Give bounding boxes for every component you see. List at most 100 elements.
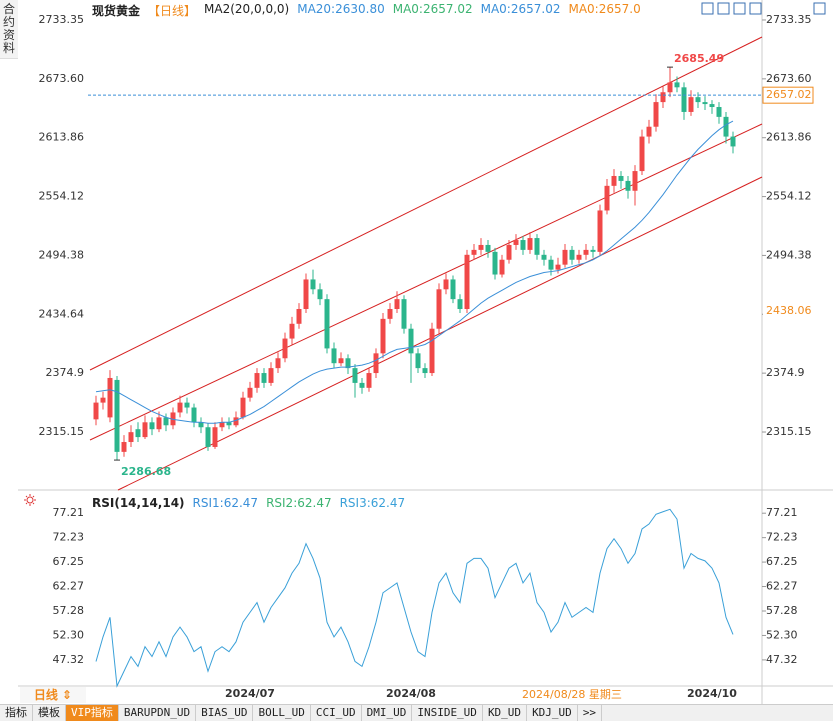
tab[interactable]: 模板 xyxy=(33,705,66,721)
tab[interactable]: BOLL_UD xyxy=(253,705,311,721)
candle-body xyxy=(590,249,596,252)
tab[interactable]: KD_UD xyxy=(483,705,528,721)
tab[interactable]: DMI_UD xyxy=(362,705,413,721)
y-tick-label: 2315.15 xyxy=(766,425,812,438)
y-tick-label: 2613.86 xyxy=(766,131,812,144)
y-tick-label: 47.32 xyxy=(766,653,798,666)
y-tick-label: 57.28 xyxy=(766,604,798,617)
y-tick-label: 62.27 xyxy=(766,580,798,593)
candle-body xyxy=(457,299,463,310)
chart: 2315.152315.152374.92374.92434.642434.64… xyxy=(18,0,833,704)
candle-body xyxy=(541,254,547,260)
candle-body xyxy=(555,264,561,270)
tab[interactable]: BARUPDN_UD xyxy=(119,705,197,721)
y-tick-label-left: 2315.15 xyxy=(39,425,85,438)
candle-body xyxy=(366,373,372,388)
candle-body xyxy=(156,417,162,430)
candle-body xyxy=(688,97,694,112)
candle-body xyxy=(604,185,610,211)
candle-body xyxy=(569,249,575,260)
candle-body xyxy=(436,289,442,329)
candle-body xyxy=(562,249,568,265)
candle-body xyxy=(261,373,267,383)
candle-body xyxy=(135,429,141,438)
candle-body xyxy=(709,104,715,108)
period-selector[interactable]: 日线 ⇕ xyxy=(20,687,86,703)
toolbar-icons[interactable] xyxy=(701,2,826,15)
candle-body xyxy=(184,402,190,408)
indicator-label: MA0:2657.02 xyxy=(392,2,473,16)
candle-body xyxy=(212,427,218,447)
candle-body xyxy=(275,358,281,369)
candle-body xyxy=(310,279,316,290)
tab[interactable]: BIAS_UD xyxy=(196,705,254,721)
main-header: 现货黄金 【日线】 MA2(20,0,0,0) MA20:2630.80 MA0:265… xyxy=(92,2,641,19)
candle-body xyxy=(352,368,358,383)
channel-line xyxy=(89,123,763,441)
candle-body xyxy=(324,299,330,349)
candle-body xyxy=(331,348,337,364)
candle-body xyxy=(282,338,288,359)
candle-body xyxy=(205,427,211,447)
indicator-label: MA2(20,0,0,0) xyxy=(204,2,290,16)
candle-body xyxy=(506,244,512,260)
rsi-icon xyxy=(24,494,36,506)
tab[interactable]: INSIDE_UD xyxy=(412,705,483,721)
candle-body xyxy=(394,299,400,310)
y-tick-label: 2494.38 xyxy=(766,248,812,261)
rsi-line xyxy=(95,508,734,688)
candle-body xyxy=(534,238,540,255)
low-label: 2286.68 xyxy=(121,465,171,478)
candle-body xyxy=(646,126,652,137)
high-label: 2685.49 xyxy=(674,52,724,65)
indicator-label: MA0:2657.0 xyxy=(568,2,641,16)
chart-title: 现货黄金 xyxy=(92,4,141,18)
candle-body xyxy=(114,379,120,452)
price-marker-label: 2657.02 xyxy=(766,88,812,101)
candle-body xyxy=(443,279,449,290)
candle-body xyxy=(471,249,477,255)
sidebar-tab[interactable]: 合约资料 xyxy=(0,0,18,59)
y-tick-label: 77.21 xyxy=(766,506,798,519)
y-tick-label: 2733.35 xyxy=(766,13,812,26)
candle-body xyxy=(513,240,519,245)
candle-body xyxy=(401,299,407,329)
candle-body xyxy=(492,251,498,275)
candle-body xyxy=(296,309,302,324)
candle-body xyxy=(583,249,589,255)
candle-body xyxy=(639,136,645,172)
candle-body xyxy=(149,422,155,430)
y-tick-label: 72.23 xyxy=(766,531,798,544)
y-tick-label-left: 47.32 xyxy=(53,653,85,666)
candle-body xyxy=(520,240,526,250)
candle-body xyxy=(527,238,533,250)
y-tick-label: 67.25 xyxy=(766,555,798,568)
candle-body xyxy=(576,254,582,260)
candle-body xyxy=(107,377,113,418)
price-bg xyxy=(763,303,813,318)
candle-body xyxy=(478,244,484,250)
tab[interactable]: >> xyxy=(578,705,603,721)
indicator-label: RSI3:62.47 xyxy=(339,496,406,510)
candle-body xyxy=(142,422,148,438)
period-label: 【日线】 xyxy=(148,4,197,18)
y-tick-label-left: 72.23 xyxy=(53,531,85,544)
tab[interactable]: 指标 xyxy=(0,705,33,721)
price-marker-label: 2438.06 xyxy=(766,304,812,317)
candle-body xyxy=(632,171,638,191)
tab[interactable]: VIP指标 xyxy=(66,705,119,721)
candle-body xyxy=(93,402,99,420)
candle-body xyxy=(618,175,624,181)
x-tick-label: 2024/07 xyxy=(225,687,275,700)
candle-body xyxy=(716,107,722,117)
candle-body xyxy=(387,309,393,319)
candle-body xyxy=(317,289,323,300)
chart-title: RSI(14,14,14) xyxy=(92,496,185,510)
y-tick-label: 52.30 xyxy=(766,628,798,641)
candle-body xyxy=(499,259,505,275)
candle-body xyxy=(128,432,134,443)
channel-line xyxy=(89,36,763,371)
tab[interactable]: KDJ_UD xyxy=(527,705,578,721)
tab[interactable]: CCI_UD xyxy=(311,705,362,721)
candle-body xyxy=(702,102,708,105)
